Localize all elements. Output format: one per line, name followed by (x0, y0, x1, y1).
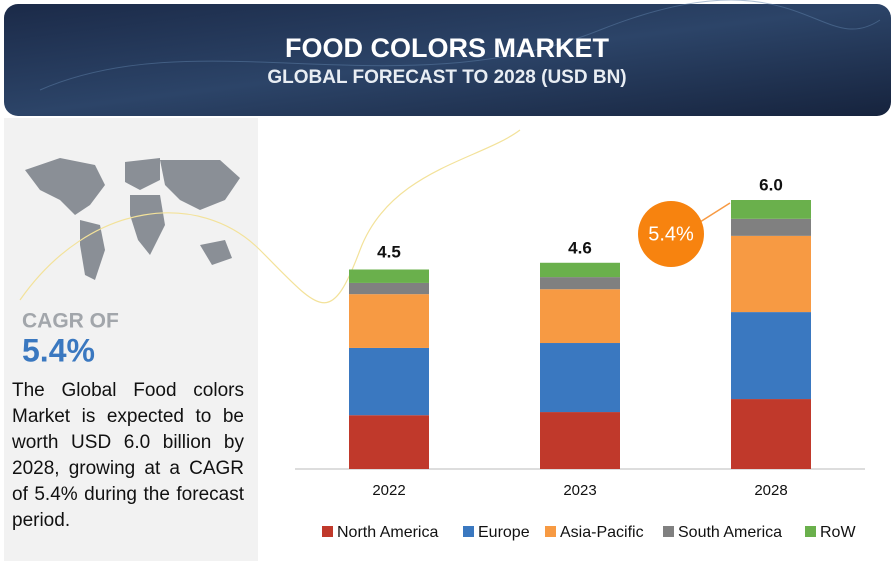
total-label: 4.6 (568, 238, 592, 257)
bar-segment (349, 269, 429, 283)
legend-label: South America (678, 524, 782, 541)
bar-segment (540, 343, 620, 413)
bar-segment (349, 294, 429, 348)
bar-segment (731, 312, 811, 400)
legend-label: Asia-Pacific (560, 524, 644, 541)
bar-segment (540, 289, 620, 344)
cagr-value: 5.4% (22, 332, 95, 368)
description: The Global Food colors Market is expecte… (12, 380, 244, 531)
bar-segment (540, 262, 620, 278)
legend-swatch (663, 526, 674, 537)
cagr-bubble-label: 5.4% (648, 223, 694, 245)
bar-segment (731, 399, 811, 469)
total-label: 4.5 (377, 243, 401, 262)
legend-swatch (805, 526, 816, 537)
arrow (699, 202, 731, 223)
x-tick-label: 2022 (372, 482, 405, 499)
legend-label: RoW (820, 524, 856, 541)
bar-segment (731, 200, 811, 219)
subtitle: GLOBAL FORECAST TO 2028 (USD BN) (267, 67, 626, 88)
x-tick-label: 2028 (754, 482, 787, 499)
legend-swatch (545, 526, 556, 537)
legend-label: North America (337, 524, 438, 541)
title: FOOD COLORS MARKET (285, 33, 609, 63)
bar-segment (731, 235, 811, 313)
bar-segment (349, 282, 429, 295)
bar-segment (540, 412, 620, 469)
world-map (25, 158, 240, 280)
bar-segment (540, 277, 620, 290)
legend-swatch (463, 526, 474, 537)
legend-swatch (322, 526, 333, 537)
bar-segment (731, 218, 811, 236)
decor (39, 0, 881, 91)
bar-segment (349, 415, 429, 469)
x-tick-label: 2023 (563, 482, 596, 499)
cagr-label: CAGR OF (22, 310, 119, 333)
total-label: 6.0 (759, 175, 783, 194)
cagr-bubble (638, 201, 704, 267)
decor (19, 129, 521, 304)
legend-label: Europe (478, 524, 530, 541)
header-band (4, 4, 891, 116)
bar-segment (349, 347, 429, 416)
